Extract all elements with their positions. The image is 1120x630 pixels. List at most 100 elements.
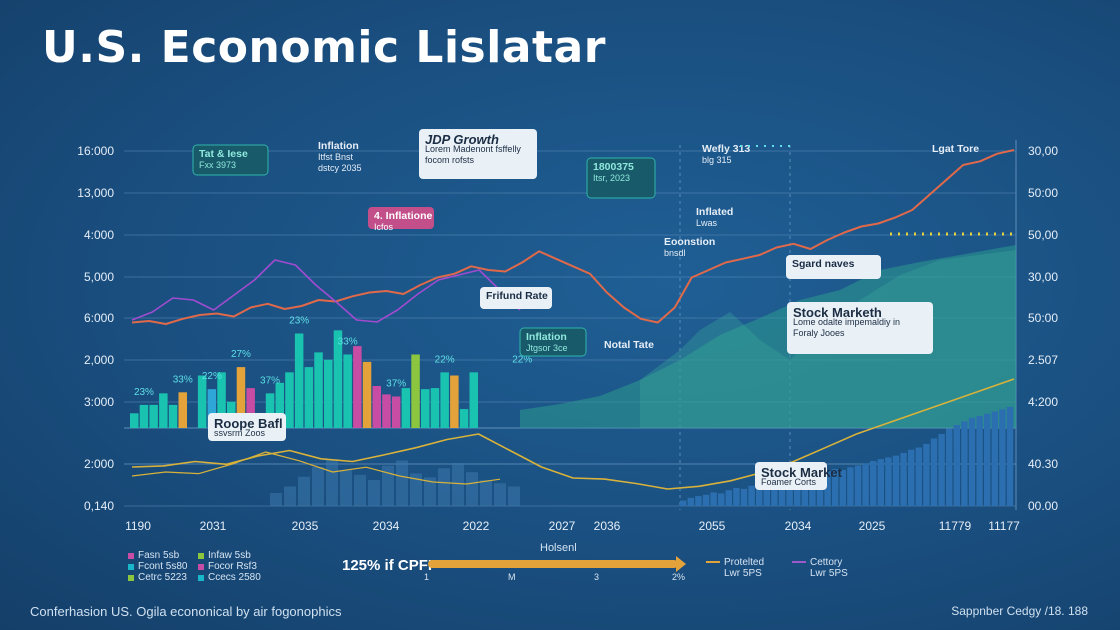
legend-swatch-icon	[128, 574, 134, 581]
legend-swatch-icon	[128, 552, 134, 559]
annotation-text: Foraly Jooes	[793, 328, 845, 338]
legend-item: Fasn 5sb	[128, 550, 187, 561]
bar	[459, 409, 469, 428]
legend-line-icon	[792, 561, 806, 564]
bar	[382, 394, 391, 428]
lower-bar	[847, 467, 854, 506]
y-right-tick-label: 2.507	[1028, 353, 1058, 367]
bar-data-label: 22%	[202, 371, 222, 382]
slider-header: Holsenl	[540, 542, 577, 554]
y-right-tick-label: 40.30	[1028, 457, 1058, 471]
bar	[168, 404, 178, 428]
lower-bar	[862, 463, 869, 506]
footer-caption: Conferhasion US. Ogila econonical by air…	[30, 604, 342, 619]
bar-data-label: 33%	[338, 337, 358, 348]
lower-bar	[999, 409, 1006, 506]
footer-credit: Sappnber Cedgy /18. 188	[951, 604, 1088, 618]
bar-data-label: 22%	[435, 354, 455, 365]
slider-tick: 1	[424, 572, 430, 582]
bar	[236, 367, 246, 428]
lower-bar	[748, 485, 755, 506]
lower-bar	[494, 483, 506, 506]
lower-bar	[794, 478, 801, 506]
lower-bar	[312, 467, 324, 506]
lower-bar	[480, 480, 492, 506]
y-left-tick-label: 0,140	[84, 499, 114, 513]
bar	[469, 372, 478, 428]
annotation-text: Lome odalte impemaldiy in	[793, 317, 900, 327]
lower-bar	[1006, 407, 1014, 506]
annotation-text: Itsr, 2023	[593, 173, 630, 183]
x-tick-label: 2027	[549, 519, 576, 533]
inflation-line	[131, 259, 521, 323]
bar	[333, 330, 343, 428]
stock-market-area	[520, 245, 1016, 428]
slider-track[interactable]	[428, 560, 678, 568]
slider-tick: 3	[594, 572, 600, 582]
annotation-box	[519, 327, 587, 357]
lower-bar	[771, 481, 778, 506]
secondary-line	[131, 451, 501, 485]
x-tick-label: 11779	[939, 519, 972, 533]
lower-bar	[809, 474, 816, 506]
lower-bar	[438, 468, 450, 506]
annotation-text: Sgard naves	[792, 258, 855, 270]
bar	[401, 388, 411, 428]
lower-bar	[687, 497, 694, 506]
y-right-tick-label: 50:00	[1028, 311, 1058, 325]
bar	[130, 413, 139, 428]
legend-swatch-icon	[128, 563, 134, 570]
y-right-tick-label: 50:00	[1028, 186, 1058, 200]
legend-item: Infaw 5sb	[198, 550, 261, 561]
lower-bar	[466, 472, 478, 506]
lower-bar	[270, 493, 282, 506]
bar	[149, 404, 158, 428]
lower-bar	[452, 463, 464, 506]
lower-bar	[718, 493, 725, 506]
lower-bar	[680, 500, 687, 506]
legend-line-category: Cettory Lwr 5PS	[792, 557, 848, 579]
x-tick-label: 11177	[988, 519, 1020, 533]
lower-bar	[832, 469, 839, 506]
lower-bar	[740, 488, 748, 506]
slider-arrow-icon[interactable]	[676, 556, 686, 572]
legend-swatch-icon	[198, 552, 204, 559]
bar	[246, 388, 255, 428]
lower-bar	[900, 452, 907, 506]
bar-data-label: 33%	[173, 374, 193, 385]
annotation-text: Fxx 3973	[199, 160, 236, 170]
lower-bar	[786, 479, 793, 506]
bar-data-label: 37%	[260, 375, 280, 386]
x-tick-label: 2034	[373, 519, 400, 533]
lower-bar	[824, 470, 831, 506]
bar	[294, 333, 304, 428]
annotation-text: Itfst Bnst	[318, 152, 354, 162]
bar	[353, 346, 362, 428]
slider-tick: M	[508, 572, 516, 582]
slider-tick: 2%	[672, 572, 686, 582]
y-left-tick-label: 5,000	[84, 270, 114, 284]
annotation-text: Roope Bafl	[214, 416, 283, 431]
bar	[372, 386, 381, 428]
annotation-box	[368, 207, 434, 229]
lower-bar	[354, 474, 366, 506]
lower-bar	[801, 476, 808, 506]
annotation-box	[586, 157, 656, 199]
bar	[314, 352, 323, 428]
x-tick-label: 2022	[463, 519, 490, 533]
bar	[178, 392, 187, 428]
lower-bar	[915, 447, 922, 506]
lower-bar	[710, 492, 717, 506]
y-left-tick-label: 6:000	[84, 311, 114, 325]
lower-bar	[410, 473, 422, 506]
legend-swatch-icon	[198, 563, 204, 570]
y-right-tick-label: 30,00	[1028, 144, 1058, 158]
bar	[324, 359, 333, 428]
lower-bar	[870, 461, 877, 506]
annotation-text: Stock Market	[761, 465, 843, 480]
annotation-box	[419, 129, 537, 179]
lower-bar	[725, 490, 732, 506]
bar	[265, 393, 275, 428]
lower-bar	[953, 425, 960, 506]
